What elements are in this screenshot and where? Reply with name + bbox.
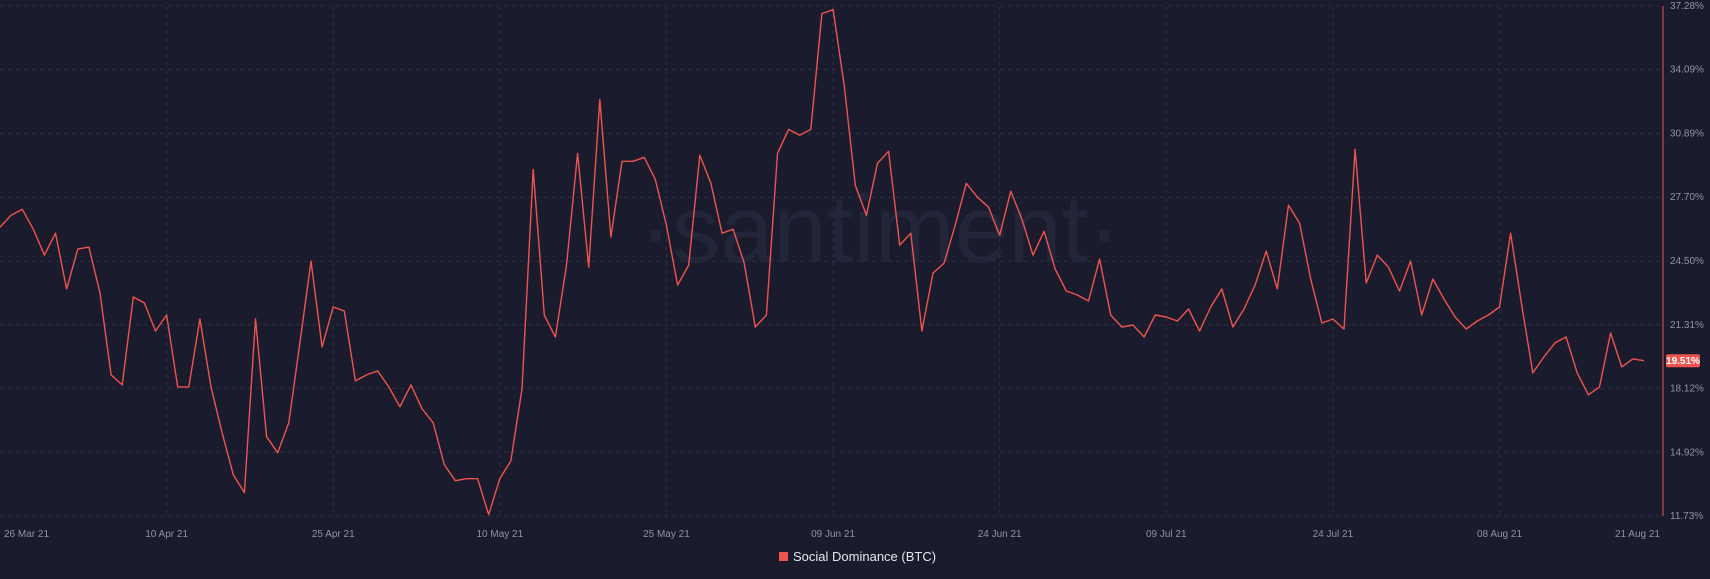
- legend-swatch: [779, 552, 788, 561]
- x-tick-label: 09 Jun 21: [811, 529, 855, 540]
- last-value-marker: 19.51%: [1666, 354, 1700, 368]
- x-axis-ticks: 26 Mar 21 10 Apr 21 25 Apr 21 10 May 21 25 M…: [4, 529, 1660, 540]
- grid-lines: [0, 5, 1660, 517]
- series-line: [0, 8, 1645, 516]
- legend: Social Dominance (BTC): [779, 549, 936, 564]
- last-value-label: 19.51%: [1666, 356, 1700, 367]
- y-tick-label: 14.92%: [1670, 447, 1704, 458]
- x-tick-label: 25 Apr 21: [312, 529, 355, 540]
- last-value-badge: [1666, 354, 1700, 368]
- x-tick-label: 24 Jul 21: [1313, 529, 1354, 540]
- legend-label: Social Dominance (BTC): [793, 549, 936, 564]
- y-tick-label: 27.70%: [1670, 192, 1704, 203]
- x-tick-label: 10 Apr 21: [145, 529, 188, 540]
- series-social-dominance-btc: [0, 8, 1645, 516]
- y-tick-label: 37.28%: [1670, 1, 1704, 12]
- watermark: ·santiment·: [640, 176, 1120, 283]
- y-tick-label: 24.50%: [1670, 256, 1704, 267]
- x-tick-label: 08 Aug 21: [1477, 529, 1522, 540]
- x-tick-label: 21 Aug 21: [1615, 529, 1660, 540]
- y-tick-label: 18.12%: [1670, 383, 1704, 394]
- x-tick-label: 09 Jul 21: [1146, 529, 1187, 540]
- y-tick-label: 34.09%: [1670, 65, 1704, 76]
- y-axis-ticks: 37.28% 34.09% 30.89% 27.70% 24.50% 21.31% 18.1…: [1670, 1, 1704, 522]
- x-tick-label: 25 May 21: [643, 529, 690, 540]
- y-tick-label: 11.73%: [1670, 511, 1703, 522]
- x-tick-label: 24 Jun 21: [978, 529, 1022, 540]
- x-tick-label: 26 Mar 21: [4, 529, 49, 540]
- y-tick-label: 21.31%: [1670, 320, 1704, 331]
- x-tick-label: 10 May 21: [476, 529, 523, 540]
- y-tick-label: 30.89%: [1670, 129, 1704, 140]
